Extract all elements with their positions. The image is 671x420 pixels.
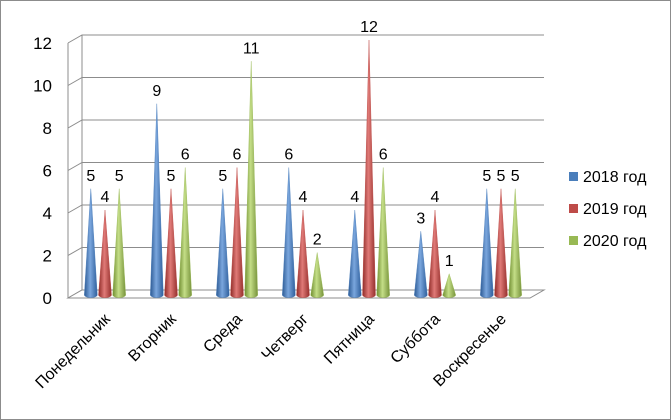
data-label: 5 bbox=[218, 168, 227, 185]
bar bbox=[112, 188, 126, 298]
bar bbox=[508, 188, 522, 298]
legend: 2018 год 2019 год 2020 год bbox=[569, 169, 647, 250]
data-label: 6 bbox=[233, 147, 242, 164]
bar bbox=[230, 167, 244, 298]
bar bbox=[282, 167, 296, 298]
bar bbox=[84, 188, 98, 298]
gridline bbox=[67, 204, 544, 214]
y-tick-label: 4 bbox=[43, 204, 52, 223]
x-tick-label: Среда bbox=[200, 311, 245, 356]
x-tick-label: Понедельник bbox=[33, 310, 115, 392]
data-label: 12 bbox=[360, 19, 378, 36]
y-tick-label: 10 bbox=[33, 77, 52, 96]
legend-label: 2020 год bbox=[583, 233, 647, 250]
x-tick-label: Суббота bbox=[388, 311, 444, 367]
x-tick-label: Четверг bbox=[259, 311, 312, 364]
data-label: 4 bbox=[350, 189, 359, 206]
bar bbox=[362, 39, 376, 298]
data-label: 4 bbox=[299, 189, 308, 206]
legend-swatch bbox=[569, 204, 578, 213]
legend-label: 2018 год bbox=[583, 169, 647, 186]
bar bbox=[428, 209, 442, 298]
data-label: 5 bbox=[482, 168, 491, 185]
data-label: 9 bbox=[152, 83, 161, 100]
bar bbox=[178, 167, 192, 298]
x-tick-label: Пятница bbox=[321, 311, 378, 368]
bar bbox=[480, 188, 494, 298]
category-labels: Понедельник Вторник Среда Четверг Пятница Суб… bbox=[33, 310, 510, 392]
y-tick-label: 8 bbox=[43, 119, 52, 138]
bar bbox=[244, 61, 258, 298]
bar bbox=[348, 209, 362, 298]
gridline bbox=[67, 34, 544, 44]
bar bbox=[376, 167, 390, 298]
gridline bbox=[67, 162, 544, 171]
data-label: 5 bbox=[511, 168, 520, 185]
data-label: 4 bbox=[431, 189, 440, 206]
y-tick-label: 12 bbox=[33, 34, 52, 53]
legend-label: 2019 год bbox=[583, 201, 647, 218]
data-label: 6 bbox=[284, 147, 293, 164]
x-tick-label: Вторник bbox=[125, 310, 180, 365]
data-label: 1 bbox=[445, 253, 454, 270]
bar bbox=[296, 209, 310, 298]
data-label: 5 bbox=[86, 168, 95, 185]
bar bbox=[310, 252, 324, 298]
data-label: 5 bbox=[497, 168, 506, 185]
data-label: 3 bbox=[416, 210, 425, 227]
data-label: 6 bbox=[181, 147, 190, 164]
legend-swatch bbox=[569, 236, 578, 245]
bar bbox=[164, 188, 178, 298]
bar bbox=[150, 103, 164, 298]
bar bbox=[442, 273, 456, 298]
bars bbox=[84, 39, 522, 298]
bar bbox=[494, 188, 508, 298]
bar bbox=[216, 188, 230, 298]
y-tick-label: 2 bbox=[43, 247, 52, 266]
gridline bbox=[67, 119, 544, 129]
data-label: 2 bbox=[313, 232, 322, 249]
bar bbox=[414, 231, 428, 298]
data-label: 4 bbox=[101, 189, 110, 206]
data-label: 5 bbox=[167, 168, 176, 185]
bar bbox=[98, 209, 112, 298]
data-label: 5 bbox=[115, 168, 124, 185]
data-label: 6 bbox=[379, 147, 388, 164]
data-label: 11 bbox=[243, 40, 260, 57]
gridline bbox=[67, 77, 544, 86]
y-tick-label: 6 bbox=[43, 162, 52, 181]
legend-swatch bbox=[569, 172, 578, 181]
y-tick-label: 0 bbox=[43, 289, 52, 308]
